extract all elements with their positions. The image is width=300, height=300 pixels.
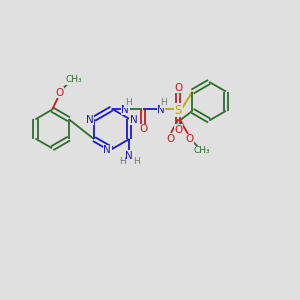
Text: N: N	[122, 105, 129, 115]
Text: O: O	[167, 134, 175, 144]
Text: O: O	[139, 124, 147, 134]
Text: O: O	[185, 134, 194, 144]
Text: H: H	[119, 157, 126, 166]
Text: O: O	[55, 88, 63, 98]
Text: CH₃: CH₃	[194, 146, 210, 155]
Text: N: N	[130, 115, 137, 125]
Text: CH₃: CH₃	[66, 75, 82, 84]
Text: H: H	[133, 157, 140, 166]
Text: H: H	[160, 98, 167, 107]
Text: N: N	[103, 145, 111, 155]
Text: H: H	[125, 98, 132, 107]
Text: N: N	[157, 105, 165, 115]
Text: N: N	[86, 115, 93, 125]
Text: N: N	[125, 151, 133, 161]
Text: S: S	[175, 103, 182, 117]
Text: O: O	[174, 83, 182, 93]
Text: O: O	[174, 125, 182, 135]
